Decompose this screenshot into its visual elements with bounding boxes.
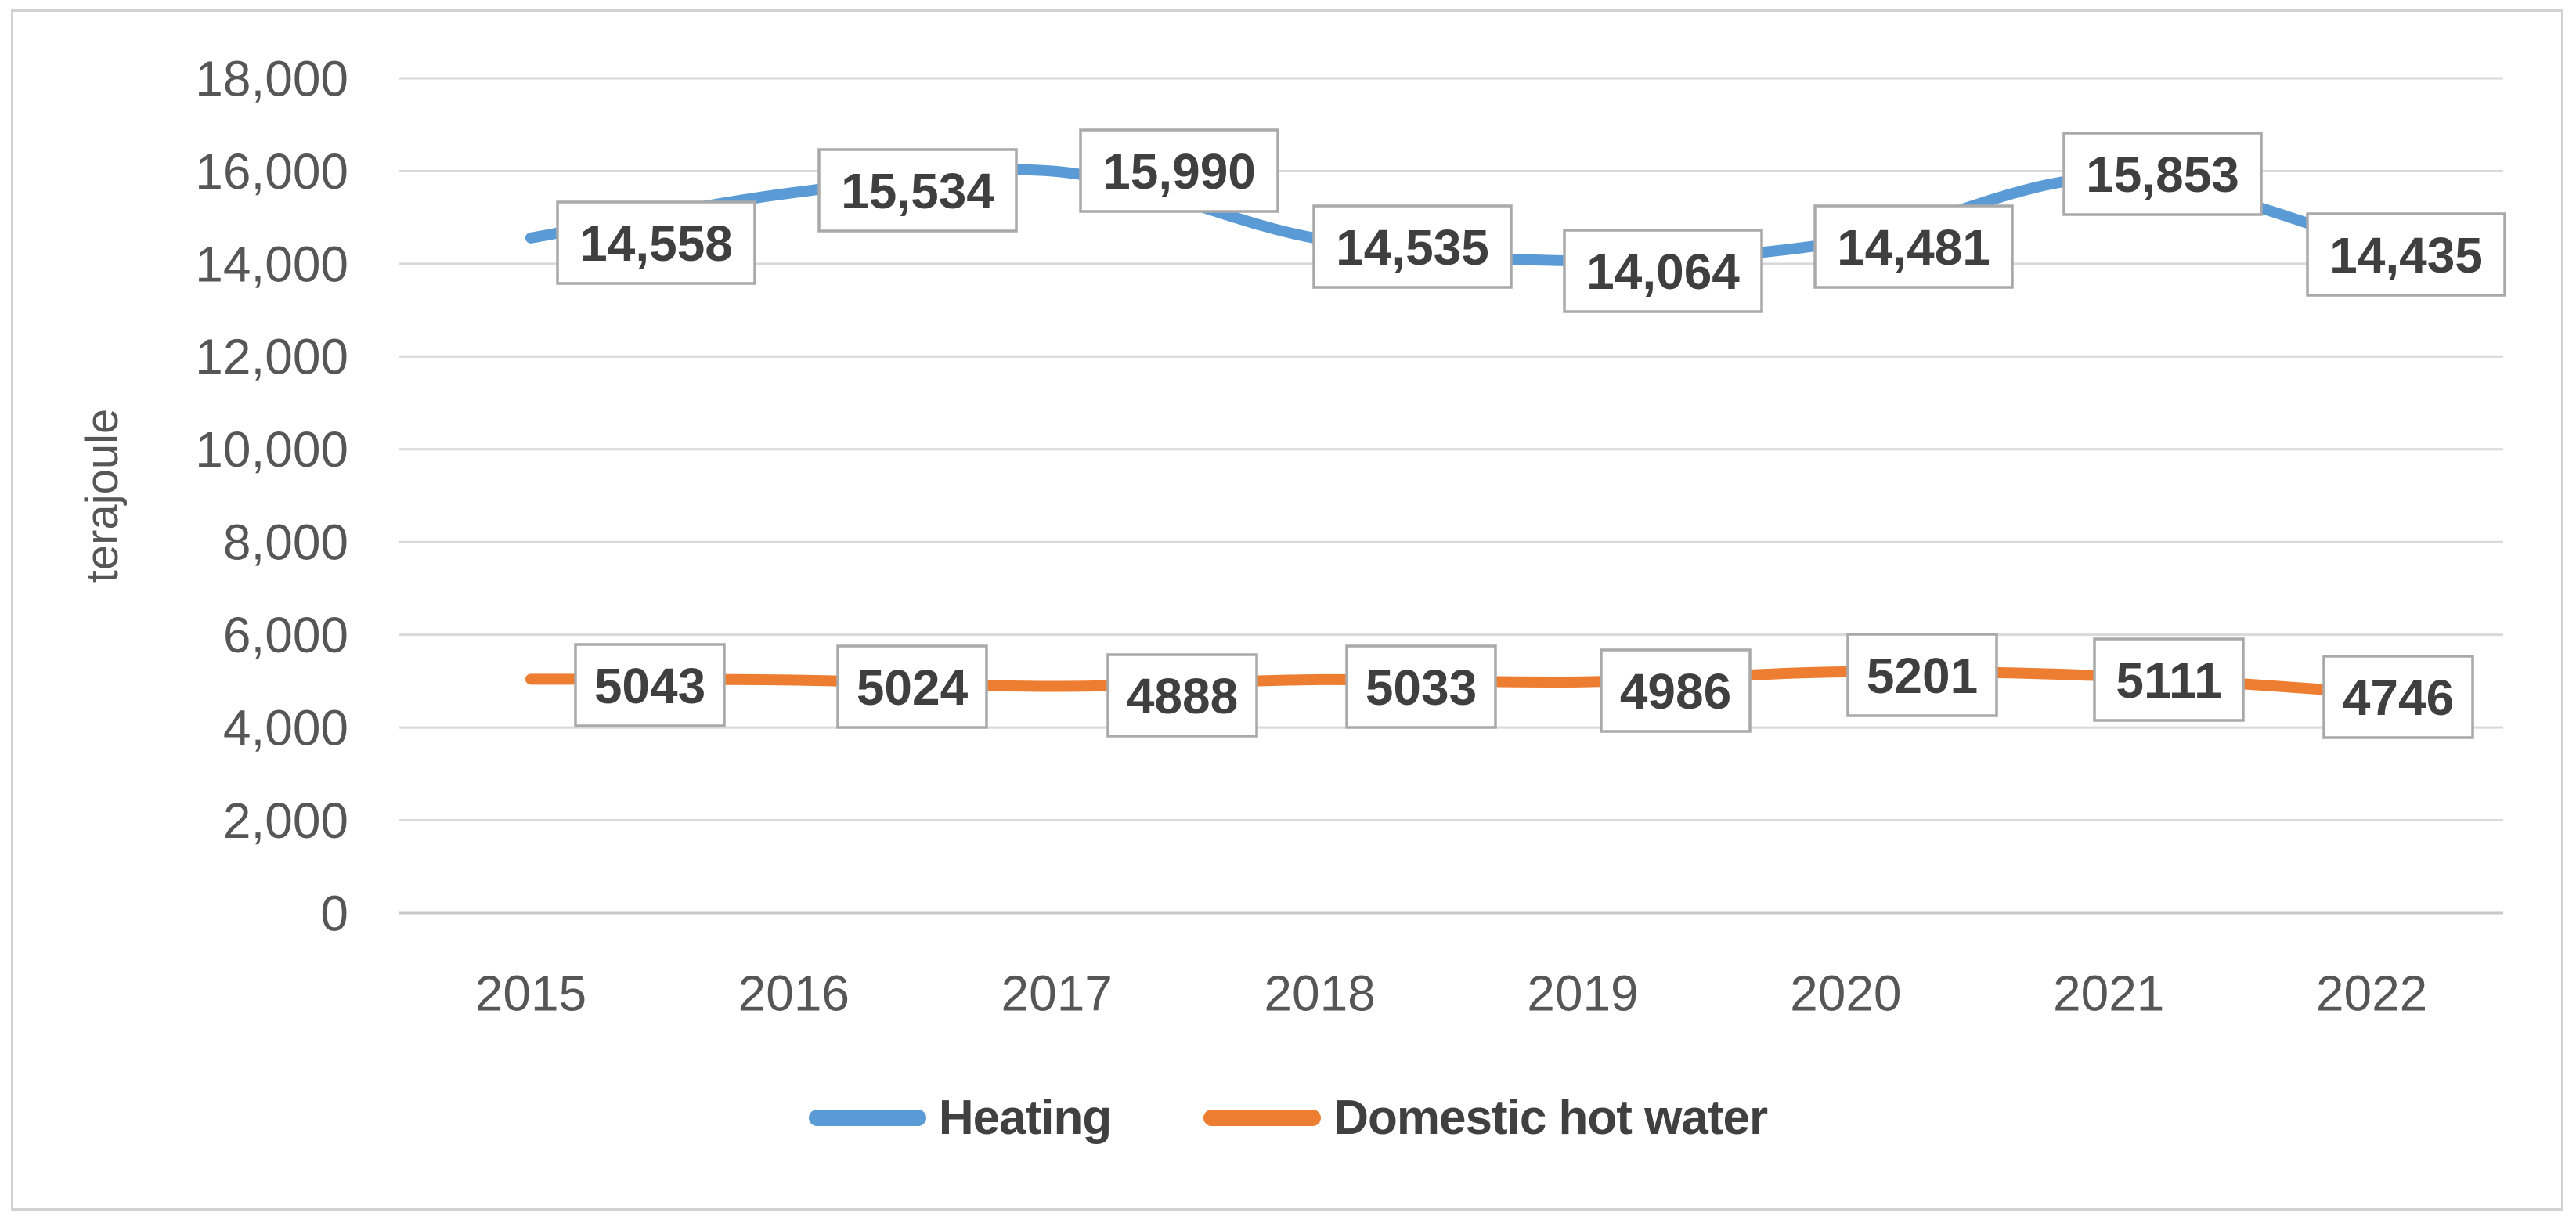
data-label-box bbox=[1345, 644, 1497, 729]
x-tick-label: 2018 bbox=[1264, 965, 1375, 1021]
x-tick-label: 2017 bbox=[1001, 965, 1113, 1021]
data-label-value: 14,535 bbox=[1336, 219, 1489, 276]
data-label-box bbox=[2062, 132, 2263, 216]
data-label-box bbox=[1079, 128, 1279, 213]
data-label-box bbox=[2093, 637, 2245, 722]
data-label-box bbox=[1813, 204, 2014, 289]
data-label-box bbox=[574, 643, 726, 727]
x-tick-label: 2015 bbox=[475, 965, 586, 1021]
y-tick-label: 16,000 bbox=[195, 143, 348, 200]
data-label-value: 14,064 bbox=[1586, 244, 1740, 300]
data-label-value: 5033 bbox=[1366, 659, 1477, 716]
data-label-value: 4746 bbox=[2343, 670, 2454, 726]
gridlines bbox=[399, 77, 2503, 915]
y-tick-label: 0 bbox=[320, 885, 348, 941]
y-tick-label: 18,000 bbox=[195, 50, 348, 106]
y-tick-label: 4,000 bbox=[223, 700, 348, 756]
data-label-value: 15,853 bbox=[2086, 146, 2239, 203]
x-tick-label: 2022 bbox=[2316, 965, 2427, 1021]
data-label-box bbox=[1312, 204, 1513, 289]
data-labels: 14,558 15,534 15,990 14,535 14,064 14,481 15,8… bbox=[556, 128, 2506, 739]
heating-series-swatch bbox=[808, 1110, 926, 1126]
legend-label: Heating bbox=[938, 1091, 1112, 1145]
data-label-value: 15,990 bbox=[1102, 143, 1256, 200]
data-label-box bbox=[556, 200, 756, 285]
x-tick-label: 2019 bbox=[1527, 965, 1638, 1021]
legend-label: Domestic hot water bbox=[1333, 1091, 1768, 1145]
y-tick-label: 10,000 bbox=[195, 421, 348, 478]
legend-item-domestic-hot-water[interactable]: Domestic hot water bbox=[1203, 1090, 1768, 1146]
data-label-value: 4888 bbox=[1127, 668, 1238, 724]
x-tick-label: 2021 bbox=[2053, 965, 2164, 1021]
y-axis-tick-labels: 0 2,000 4,000 6,000 8,000 10,000 12,000 14,000 1… bbox=[195, 50, 348, 941]
y-tick-label: 8,000 bbox=[223, 514, 348, 571]
data-label-box bbox=[2306, 212, 2506, 297]
data-label-value: 5024 bbox=[857, 659, 969, 716]
y-tick-label: 14,000 bbox=[195, 236, 348, 292]
data-label-box bbox=[836, 644, 988, 729]
data-label-box bbox=[817, 148, 1018, 233]
data-label-value: 5201 bbox=[1867, 648, 1978, 704]
y-tick-label: 2,000 bbox=[223, 792, 348, 849]
data-label-box bbox=[1600, 648, 1752, 733]
x-tick-label: 2020 bbox=[1790, 965, 1901, 1021]
data-label-value: 15,534 bbox=[841, 163, 994, 219]
chart-legend: Heating Domestic hot water bbox=[0, 1090, 2576, 1146]
y-axis-title: terajoule bbox=[77, 409, 128, 583]
data-label-value: 5111 bbox=[2116, 652, 2221, 709]
data-label-box bbox=[1106, 653, 1258, 738]
data-label-value: 14,435 bbox=[2329, 227, 2483, 283]
x-axis-tick-labels: 2015 2016 2017 2018 2019 2020 2021 2022 bbox=[475, 965, 2428, 1021]
data-label-value: 4986 bbox=[1620, 663, 1731, 720]
data-label-box bbox=[1846, 633, 1998, 717]
y-tick-label: 12,000 bbox=[195, 329, 348, 385]
data-label-value: 14,558 bbox=[579, 215, 733, 272]
y-tick-label: 6,000 bbox=[223, 607, 348, 663]
data-label-value: 5043 bbox=[594, 658, 705, 714]
legend-item-heating[interactable]: Heating bbox=[808, 1090, 1112, 1146]
x-tick-label: 2016 bbox=[738, 965, 850, 1021]
data-label-value: 14,481 bbox=[1837, 219, 1990, 276]
data-label-box bbox=[2322, 655, 2474, 739]
domestic-hot-water-series-swatch bbox=[1203, 1110, 1322, 1126]
data-label-box bbox=[1563, 229, 1763, 313]
